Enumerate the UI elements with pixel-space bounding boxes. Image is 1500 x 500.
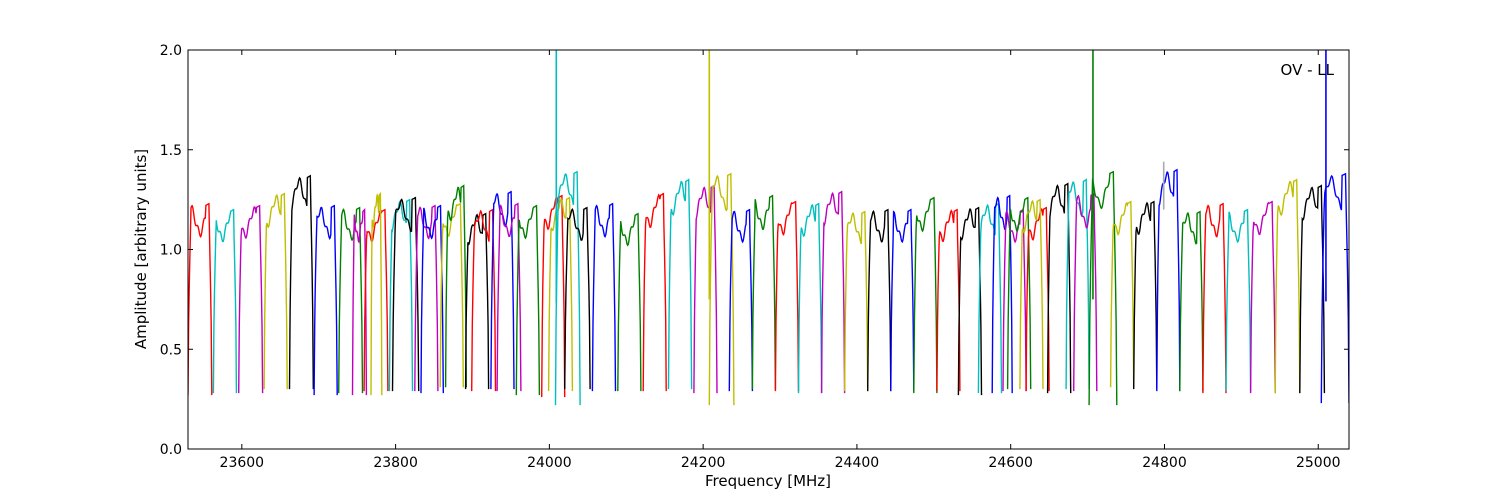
spectral-window-line [1156,168,1181,392]
spectral-window-line [728,208,754,392]
spectral-window-line [338,206,364,394]
x-tick-label: 23800 [373,455,418,471]
spectral-window-line [890,208,915,392]
spectral-window-line [1299,184,1326,394]
spectral-window-line [363,208,389,392]
spectral-window-line [1225,208,1252,392]
spectral-window-line [1202,202,1227,394]
spectral-window-line [1179,210,1204,392]
x-tick-label: 24600 [988,455,1033,471]
spectral-window-line [693,184,718,394]
spectral-window-line [774,200,800,392]
spectral-window-line [188,202,213,396]
spike-layer [555,50,1327,304]
spectral-window-line [667,178,693,390]
spectral-window-line [843,210,869,392]
y-axis-label: Amplitude [arbitrary units] [132,149,150,349]
spectral-window-line [496,202,522,392]
spectral-window-line [991,194,1013,394]
spectral-window-line [1133,200,1158,390]
spectral-window-line [388,198,414,392]
spectral-window-line [414,204,439,392]
spectral-window-line [642,192,667,392]
y-tick-label: 0.0 [160,442,182,458]
y-tick-label: 1.5 [160,143,182,159]
spectral-window-line [212,208,238,394]
y-tick-label: 0.5 [160,342,182,358]
spectral-window-line [820,190,846,394]
spectral-window-line [263,192,288,390]
x-tick-label: 24000 [527,455,572,471]
spectral-window-line [751,194,777,390]
x-tick-label: 24400 [835,455,880,471]
spectral-window-line [708,172,735,406]
spectral-window-line [554,170,581,406]
spectral-window-line [1088,170,1118,406]
spectral-window-line [1025,206,1050,392]
spectral-window-line [957,206,983,396]
spectral-window-line [591,202,617,392]
series-layer [188,168,1349,406]
spectral-window-line [370,192,383,396]
spectral-window-line [797,202,823,394]
spectral-window-line [913,196,938,394]
spectral-window-line [1019,198,1044,390]
spectral-window-line [471,208,497,392]
spectral-window-line [515,204,541,396]
spectral-window-line [313,204,338,396]
polarization-annotation: OV - LL [1281,61,1335,79]
spectral-window-line [936,208,961,392]
spectral-window-line [541,194,566,398]
spectral-window-line [420,204,444,394]
y-tick-label: 2.0 [160,43,182,59]
spectral-window-line [564,206,591,390]
x-tick-label: 25000 [1296,455,1341,471]
y-axis-ticks: 0.0 0.5 1.0 1.5 2.0 [160,43,1349,458]
spectral-window-line [617,212,642,392]
spectral-window-line [238,204,264,394]
y-tick-label: 1.0 [160,243,182,259]
spectral-window-line [351,208,368,396]
spectral-window-line [444,184,467,388]
spectral-window-line [867,208,892,392]
spectral-window-line [464,212,490,390]
spectral-window-line [1109,200,1135,388]
spectral-window-line [547,196,574,392]
x-tick-label: 24800 [1142,455,1187,471]
spectral-window-line [1065,178,1090,390]
x-tick-label: 23600 [220,455,265,471]
spectral-window-line [288,174,314,390]
spectral-window-line [977,202,1003,394]
spectral-window-line [391,196,420,392]
x-tick-label: 24200 [681,455,726,471]
spectral-window-line [1046,182,1072,394]
spectral-window-line [1274,178,1301,394]
x-axis-label: Frequency [MHz] [705,472,831,490]
spectral-window-line [1006,196,1032,390]
x-axis-ticks: 23600 23800 24000 24200 24400 24600 24800 25000 [220,50,1341,471]
spectral-window-line [1249,200,1276,394]
